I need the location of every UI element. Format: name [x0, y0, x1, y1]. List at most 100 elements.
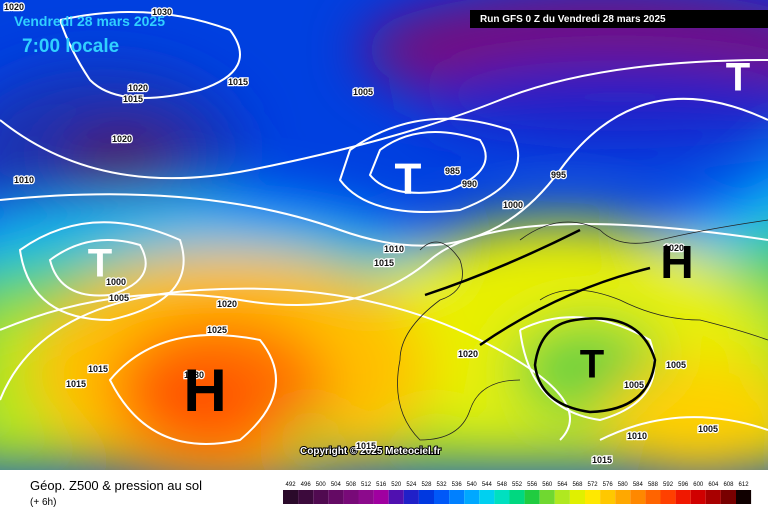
color-scale: 492 496 500 504 508 512 516 520 524 528 532 536 540 5…: [283, 482, 751, 504]
scale-label: 508: [346, 482, 357, 488]
scale-swatch: [721, 490, 736, 504]
scale-label: 524: [406, 482, 417, 488]
scale-label: 520: [391, 482, 402, 488]
isobar-label: 1020: [112, 134, 132, 144]
scale-swatch: [343, 490, 358, 504]
scale-swatch: [645, 490, 660, 504]
pressure-center: T: [395, 155, 422, 204]
isobar-label: 1010: [384, 244, 404, 254]
scale-swatch: [630, 490, 645, 504]
isobar-label: 1015: [66, 379, 86, 389]
scale-label: 540: [467, 482, 478, 488]
isobar-label: 1005: [624, 380, 644, 390]
isobar-label: 1005: [109, 293, 129, 303]
isobar-label: 1020: [458, 349, 478, 359]
isobar-label: 1020: [4, 2, 24, 12]
isobar-label: 1030: [152, 7, 172, 17]
scale-swatch: [555, 490, 570, 504]
time: 7:00 locale: [22, 36, 119, 57]
scale-swatch: [736, 490, 751, 504]
scale-label: 572: [588, 482, 599, 488]
scale-label: 536: [452, 482, 463, 488]
scale-label: 528: [421, 482, 432, 488]
scale-swatch: [328, 490, 343, 504]
isobar-label: 1015: [88, 364, 108, 374]
scale-swatch: [464, 490, 479, 504]
scale-label: 592: [663, 482, 674, 488]
scale-swatch: [479, 490, 494, 504]
scale-swatch: [691, 490, 706, 504]
legend-subtitle: (+ 6h): [30, 497, 56, 508]
scale-swatch: [615, 490, 630, 504]
scale-label: 588: [648, 482, 659, 488]
scale-swatch: [389, 490, 404, 504]
scale-swatch: [313, 490, 328, 504]
scale-swatch: [570, 490, 585, 504]
scale-label: 596: [678, 482, 689, 488]
scale-label: 612: [739, 482, 750, 488]
isobar-label: 1015: [123, 94, 143, 104]
scale-swatch: [706, 490, 721, 504]
scale-label: 556: [527, 482, 538, 488]
isobar-label: 1005: [698, 424, 718, 434]
isobar-label: 1000: [503, 200, 523, 210]
legend-title: Géop. Z500 & pression au sol: [30, 478, 202, 493]
isobar-label: 985: [445, 166, 460, 176]
isobar-label: 1010: [627, 431, 647, 441]
scale-swatch: [585, 490, 600, 504]
scale-swatch: [540, 490, 555, 504]
scale-swatch: [298, 490, 313, 504]
scale-label: 580: [618, 482, 629, 488]
scale-swatch: [525, 490, 540, 504]
scale-label: 512: [361, 482, 372, 488]
scale-label: 568: [572, 482, 583, 488]
pressure-center: H: [183, 357, 226, 424]
scale-label: 504: [331, 482, 342, 488]
isobar-label: 1025: [207, 325, 227, 335]
isobar-label: 1010: [14, 175, 34, 185]
date: Vendredi 28 mars 2025: [14, 13, 165, 29]
scale-label: 584: [633, 482, 644, 488]
pressure-center: H: [660, 236, 693, 288]
scale-label: 608: [723, 482, 734, 488]
scale-label: 560: [542, 482, 553, 488]
isobar-label: 1005: [666, 360, 686, 370]
isobar-label: 1015: [356, 441, 376, 451]
scale-label: 532: [437, 482, 448, 488]
isobar-label: 990: [462, 179, 477, 189]
scale-label: 604: [708, 482, 719, 488]
isobar-label: 1015: [374, 258, 394, 268]
scale-swatch: [404, 490, 419, 504]
run-text: Run GFS 0 Z du Vendredi 28 mars 2025: [480, 14, 666, 25]
isobar-label: 1005: [353, 87, 373, 97]
scale-label: 516: [376, 482, 387, 488]
scale-swatch: [661, 490, 676, 504]
scale-label: 496: [301, 482, 312, 488]
scale-label: 564: [557, 482, 568, 488]
scale-swatch: [600, 490, 615, 504]
scale-label: 600: [693, 482, 704, 488]
scale-label: 492: [286, 482, 297, 488]
scale-label: 544: [482, 482, 493, 488]
scale-swatch: [434, 490, 449, 504]
isobar-label: 1015: [592, 455, 612, 465]
scale-swatch: [419, 490, 434, 504]
scale-swatch: [510, 490, 525, 504]
isobar-label: 1020: [217, 299, 237, 309]
scale-swatch: [676, 490, 691, 504]
isobar-label: 1015: [228, 77, 248, 87]
isobar-label: 1020: [128, 83, 148, 93]
pressure-center: T: [580, 343, 604, 387]
scale-swatch: [449, 490, 464, 504]
scale-swatch: [494, 490, 509, 504]
scale-swatch: [359, 490, 374, 504]
pressure-center: T: [726, 56, 750, 100]
scale-label: 500: [316, 482, 327, 488]
isobar-label: 995: [551, 170, 566, 180]
scale-label: 552: [512, 482, 523, 488]
scale-label: 576: [603, 482, 614, 488]
scale-label: 548: [497, 482, 508, 488]
scale-swatch: [374, 490, 389, 504]
pressure-center: T: [88, 242, 112, 286]
